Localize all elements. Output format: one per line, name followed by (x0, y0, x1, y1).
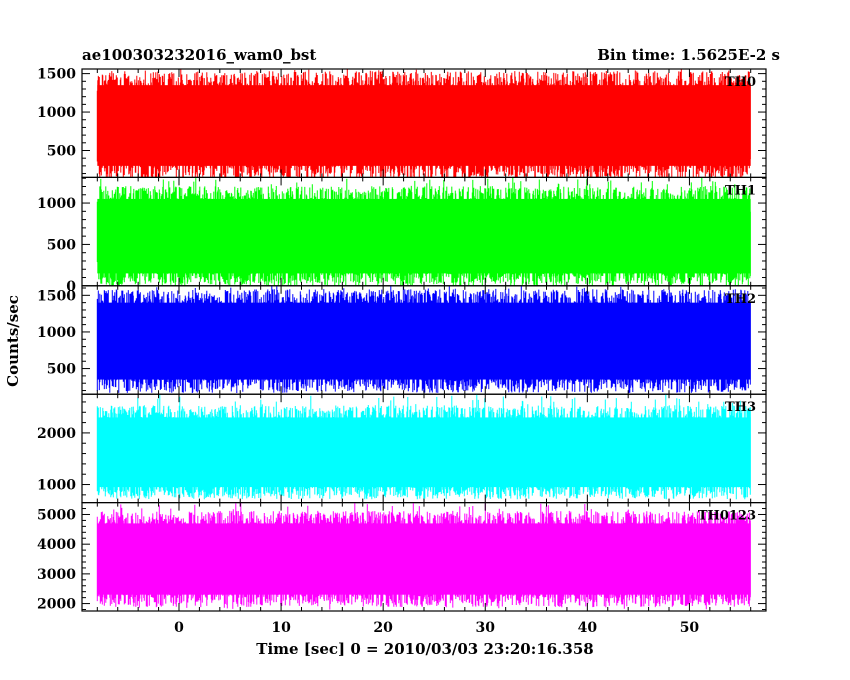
x-axis: 0 10 20 30 40 50 (174, 620, 699, 636)
panel-th1: 0 500 1000 TH1 (37, 176, 767, 295)
y-tick-label: 1500 (37, 67, 76, 83)
y-tick-label: 1000 (37, 325, 76, 341)
y-tick-label: 3000 (37, 567, 76, 583)
panel-th2: 500 1000 1500 TH2 (37, 285, 767, 395)
y-tick-label: 4000 (37, 537, 76, 553)
series-line-th0123 (96, 502, 751, 610)
x-tick-label: 50 (680, 620, 700, 636)
y-tick-label: 1500 (37, 288, 76, 304)
x-tick-label: 10 (271, 620, 291, 636)
panel-label: TH0 (725, 75, 756, 90)
panel-th0: 500 1000 1500 TH0 (37, 67, 767, 179)
y-tick-label: 500 (47, 143, 76, 159)
series-line-th2 (96, 285, 751, 393)
y-tick-label: 5000 (37, 507, 76, 523)
series-line-th3 (96, 394, 751, 500)
y-tick-label: 0 (66, 279, 76, 295)
x-tick-label: 0 (174, 620, 184, 636)
y-tick-label: 1000 (37, 196, 76, 212)
x-tick-label: 40 (578, 620, 598, 636)
y-tick-label: 1000 (37, 105, 76, 121)
panel-frame (81, 502, 767, 612)
panel-th3: 1000 2000 TH3 (37, 393, 767, 504)
y-tick-label: 1000 (37, 478, 76, 494)
panel-th0123: 2000 3000 4000 5000 TH0123 (37, 502, 767, 613)
panel-label: TH1 (725, 183, 756, 198)
series-line-th1 (96, 177, 751, 286)
y-tick-label: 500 (47, 362, 76, 378)
x-tick-label: 30 (476, 620, 496, 636)
panels-group: 500 1000 1500 TH0 0 500 1000 TH1 500 1000 1500 TH2 1… (37, 67, 767, 613)
y-tick-label: 2000 (37, 597, 76, 613)
chart-title-right: Bin time: 1.5625E-2 s (597, 46, 780, 64)
y-tick-label: 2000 (37, 426, 76, 442)
y-axis-label: Counts/sec (4, 295, 22, 387)
x-tick-label: 20 (373, 620, 393, 636)
chart-title-left: ae100303232016_wam0_bst (82, 46, 316, 64)
panel-label: TH2 (725, 292, 756, 307)
x-axis-label: Time [sec] 0 = 2010/03/03 23:20:16.358 (256, 640, 593, 658)
y-tick-label: 500 (47, 237, 76, 253)
series-line-th0 (96, 69, 751, 178)
panel-label: TH0123 (698, 509, 756, 524)
panel-label: TH3 (725, 400, 756, 415)
